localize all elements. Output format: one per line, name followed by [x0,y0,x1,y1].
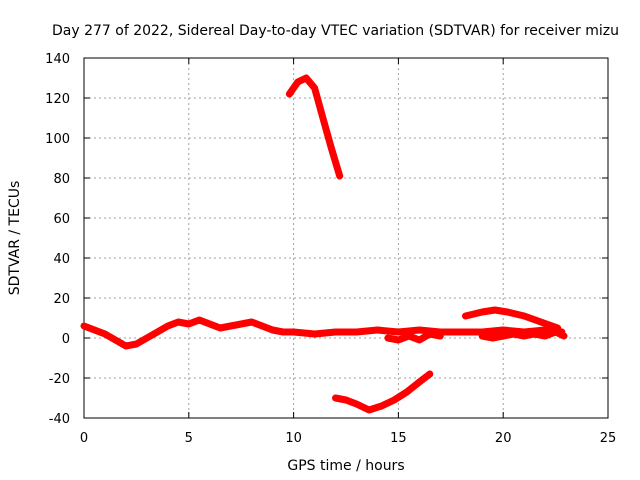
y-tick-label: -40 [49,412,70,427]
chart-title: Day 277 of 2022, Sidereal Day-to-day VTE… [52,23,619,39]
gridlines [84,58,608,418]
y-axis-label: SDTVAR / TECUs [7,181,23,296]
series-group [80,74,568,414]
axis-ticks [83,57,609,419]
series-line-lower-band [384,330,444,344]
y-tick-label: 0 [62,332,70,347]
series-line-peak-arc [285,74,344,180]
series-line-late-hump [462,306,562,332]
y-tick-label: 60 [53,212,70,227]
x-axis-label: GPS time / hours [287,458,404,474]
y-tick-label: 40 [53,252,70,267]
x-tick-label: 10 [285,431,302,446]
series-line-main [80,316,566,350]
x-tick-labels: 0 5 10 15 20 25 [80,431,616,446]
plot-frame [83,57,609,419]
y-tick-label: 80 [53,172,70,187]
y-tick-labels: -40 -20 0 20 40 60 80 100 120 140 [45,52,70,427]
x-tick-label: 20 [495,431,512,446]
y-tick-label: 140 [45,52,70,67]
x-tick-label: 15 [390,431,407,446]
y-tick-label: 120 [45,92,70,107]
y-tick-label: 100 [45,132,70,147]
series-line-late-band [478,328,568,342]
series-line-dip-arc [332,370,434,414]
y-tick-label: 20 [53,292,70,307]
x-tick-label: 5 [185,431,193,446]
y-tick-label: -20 [49,372,70,387]
x-tick-label: 0 [80,431,88,446]
x-tick-label: 25 [600,431,617,446]
